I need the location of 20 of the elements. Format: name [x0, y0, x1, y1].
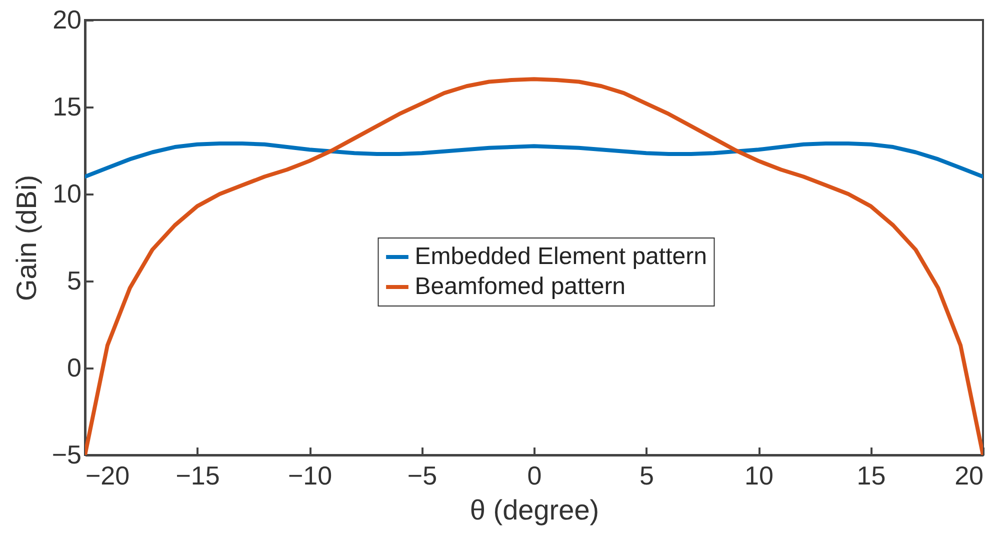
- y-tick-label: 20: [52, 4, 82, 34]
- x-tick-label: −5: [407, 460, 438, 490]
- x-tick-label: 10: [744, 460, 774, 490]
- x-axis-title: θ (degree): [470, 494, 600, 526]
- legend-label: Beamfomed pattern: [414, 273, 626, 300]
- x-tick-label: 15: [856, 460, 886, 490]
- x-tick-label: −15: [176, 460, 220, 490]
- legend-label: Embedded Element pattern: [414, 243, 707, 270]
- y-tick-label: 15: [52, 92, 82, 122]
- x-tick-label: 5: [640, 460, 654, 490]
- y-tick-label: 0: [67, 352, 82, 382]
- y-axis-title: Gain (dBi): [10, 174, 42, 302]
- x-tick-label: −10: [288, 460, 332, 490]
- x-tick-label: 20: [954, 460, 984, 490]
- y-tick-label: 10: [52, 178, 82, 208]
- x-tick-label: 0: [527, 460, 542, 490]
- y-tick-label: 5: [67, 266, 82, 296]
- x-tick-label: −20: [86, 460, 130, 490]
- y-tick-label: −5: [52, 440, 82, 470]
- line-series: [85, 142, 983, 179]
